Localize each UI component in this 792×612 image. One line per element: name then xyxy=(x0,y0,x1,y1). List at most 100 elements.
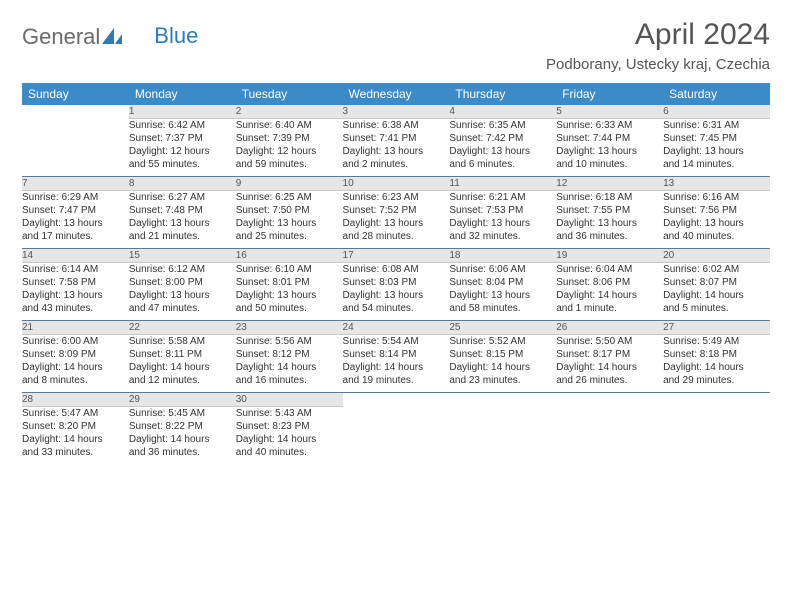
day-number-row: 21222324252627 xyxy=(22,321,770,335)
weekday-header-row: SundayMondayTuesdayWednesdayThursdayFrid… xyxy=(22,83,770,105)
sunrise-line: Sunrise: 5:50 AM xyxy=(556,335,663,348)
day-content-cell: Sunrise: 5:54 AMSunset: 8:14 PMDaylight:… xyxy=(343,335,450,393)
day-number-cell: 7 xyxy=(22,177,129,191)
daylight-line: and 59 minutes. xyxy=(236,158,343,171)
day-content-cell: Sunrise: 5:47 AMSunset: 8:20 PMDaylight:… xyxy=(22,407,129,465)
location-label: Podborany, Ustecky kraj, Czechia xyxy=(546,56,770,73)
sunset-line: Sunset: 8:03 PM xyxy=(343,276,450,289)
day-number-cell: 13 xyxy=(663,177,770,191)
weekday-header: Monday xyxy=(129,83,236,105)
daylight-line: Daylight: 13 hours xyxy=(663,145,770,158)
sunrise-line: Sunrise: 6:06 AM xyxy=(449,263,556,276)
daylight-line: and 28 minutes. xyxy=(343,230,450,243)
day-number-cell xyxy=(22,105,129,119)
daylight-line: and 33 minutes. xyxy=(22,446,129,459)
day-content-row: Sunrise: 6:42 AMSunset: 7:37 PMDaylight:… xyxy=(22,119,770,177)
sunrise-line: Sunrise: 6:29 AM xyxy=(22,191,129,204)
daylight-line: and 54 minutes. xyxy=(343,302,450,315)
daylight-line: and 50 minutes. xyxy=(236,302,343,315)
daylight-line: and 17 minutes. xyxy=(22,230,129,243)
weekday-header: Friday xyxy=(556,83,663,105)
day-content-cell xyxy=(22,119,129,177)
day-number-cell: 5 xyxy=(556,105,663,119)
sunrise-line: Sunrise: 6:18 AM xyxy=(556,191,663,204)
daylight-line: Daylight: 14 hours xyxy=(236,433,343,446)
sunrise-line: Sunrise: 6:02 AM xyxy=(663,263,770,276)
day-number-cell: 30 xyxy=(236,393,343,407)
day-number-cell: 20 xyxy=(663,249,770,263)
day-number-cell: 21 xyxy=(22,321,129,335)
sunset-line: Sunset: 8:12 PM xyxy=(236,348,343,361)
sunrise-line: Sunrise: 6:08 AM xyxy=(343,263,450,276)
sunrise-line: Sunrise: 6:35 AM xyxy=(449,119,556,132)
day-number-cell: 4 xyxy=(449,105,556,119)
day-content-cell xyxy=(449,407,556,465)
day-content-row: Sunrise: 6:00 AMSunset: 8:09 PMDaylight:… xyxy=(22,335,770,393)
day-number-cell: 2 xyxy=(236,105,343,119)
sunset-line: Sunset: 7:52 PM xyxy=(343,204,450,217)
sunrise-line: Sunrise: 5:47 AM xyxy=(22,407,129,420)
daylight-line: Daylight: 14 hours xyxy=(22,361,129,374)
day-content-cell: Sunrise: 5:49 AMSunset: 8:18 PMDaylight:… xyxy=(663,335,770,393)
day-content-cell: Sunrise: 6:18 AMSunset: 7:55 PMDaylight:… xyxy=(556,191,663,249)
daylight-line: and 16 minutes. xyxy=(236,374,343,387)
calendar-table: SundayMondayTuesdayWednesdayThursdayFrid… xyxy=(22,83,770,465)
day-number-cell: 12 xyxy=(556,177,663,191)
day-number-cell: 14 xyxy=(22,249,129,263)
daylight-line: and 36 minutes. xyxy=(556,230,663,243)
day-content-cell: Sunrise: 6:40 AMSunset: 7:39 PMDaylight:… xyxy=(236,119,343,177)
daylight-line: Daylight: 13 hours xyxy=(343,217,450,230)
daylight-line: Daylight: 14 hours xyxy=(129,361,236,374)
sunrise-line: Sunrise: 6:27 AM xyxy=(129,191,236,204)
sunrise-line: Sunrise: 6:42 AM xyxy=(129,119,236,132)
daylight-line: and 21 minutes. xyxy=(129,230,236,243)
daylight-line: Daylight: 13 hours xyxy=(556,145,663,158)
daylight-line: and 36 minutes. xyxy=(129,446,236,459)
daylight-line: and 14 minutes. xyxy=(663,158,770,171)
daylight-line: and 25 minutes. xyxy=(236,230,343,243)
day-content-cell: Sunrise: 6:29 AMSunset: 7:47 PMDaylight:… xyxy=(22,191,129,249)
day-content-cell: Sunrise: 6:04 AMSunset: 8:06 PMDaylight:… xyxy=(556,263,663,321)
daylight-line: Daylight: 13 hours xyxy=(449,217,556,230)
day-content-cell: Sunrise: 5:56 AMSunset: 8:12 PMDaylight:… xyxy=(236,335,343,393)
day-number-cell: 3 xyxy=(343,105,450,119)
sunrise-line: Sunrise: 5:49 AM xyxy=(663,335,770,348)
daylight-line: Daylight: 14 hours xyxy=(236,361,343,374)
day-number-cell: 25 xyxy=(449,321,556,335)
day-content-cell xyxy=(343,407,450,465)
daylight-line: Daylight: 13 hours xyxy=(129,289,236,302)
day-number-cell: 29 xyxy=(129,393,236,407)
logo-sail-icon xyxy=(102,24,122,50)
daylight-line: and 19 minutes. xyxy=(343,374,450,387)
day-number-cell: 16 xyxy=(236,249,343,263)
weekday-header: Saturday xyxy=(663,83,770,105)
day-content-cell: Sunrise: 5:50 AMSunset: 8:17 PMDaylight:… xyxy=(556,335,663,393)
sunset-line: Sunset: 8:23 PM xyxy=(236,420,343,433)
sunset-line: Sunset: 8:20 PM xyxy=(22,420,129,433)
day-number-row: 14151617181920 xyxy=(22,249,770,263)
daylight-line: Daylight: 13 hours xyxy=(343,145,450,158)
day-content-cell: Sunrise: 6:06 AMSunset: 8:04 PMDaylight:… xyxy=(449,263,556,321)
day-number-row: 123456 xyxy=(22,105,770,119)
day-number-cell: 17 xyxy=(343,249,450,263)
month-title: April 2024 xyxy=(546,18,770,52)
sunrise-line: Sunrise: 6:14 AM xyxy=(22,263,129,276)
day-content-cell: Sunrise: 6:16 AMSunset: 7:56 PMDaylight:… xyxy=(663,191,770,249)
daylight-line: Daylight: 14 hours xyxy=(556,361,663,374)
sunset-line: Sunset: 7:58 PM xyxy=(22,276,129,289)
page-header: General Blue April 2024 Podborany, Ustec… xyxy=(22,18,770,73)
day-content-cell: Sunrise: 6:38 AMSunset: 7:41 PMDaylight:… xyxy=(343,119,450,177)
sunset-line: Sunset: 8:00 PM xyxy=(129,276,236,289)
day-content-cell: Sunrise: 6:42 AMSunset: 7:37 PMDaylight:… xyxy=(129,119,236,177)
sunset-line: Sunset: 8:11 PM xyxy=(129,348,236,361)
sunset-line: Sunset: 7:39 PM xyxy=(236,132,343,145)
daylight-line: and 8 minutes. xyxy=(22,374,129,387)
sunrise-line: Sunrise: 5:58 AM xyxy=(129,335,236,348)
day-number-row: 78910111213 xyxy=(22,177,770,191)
daylight-line: and 5 minutes. xyxy=(663,302,770,315)
daylight-line: Daylight: 14 hours xyxy=(129,433,236,446)
daylight-line: Daylight: 14 hours xyxy=(663,289,770,302)
sunset-line: Sunset: 8:15 PM xyxy=(449,348,556,361)
sunset-line: Sunset: 8:06 PM xyxy=(556,276,663,289)
day-content-row: Sunrise: 6:29 AMSunset: 7:47 PMDaylight:… xyxy=(22,191,770,249)
